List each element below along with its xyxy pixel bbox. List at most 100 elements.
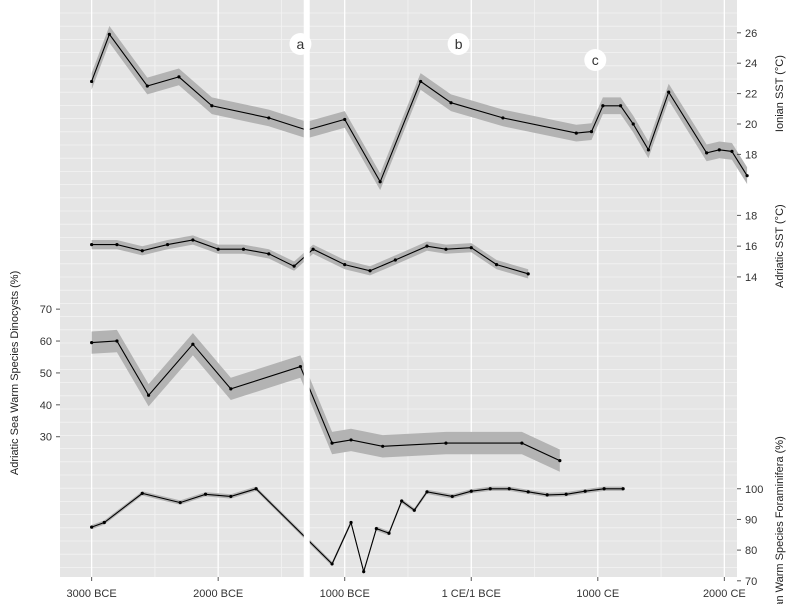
data-point (583, 489, 587, 493)
data-point (90, 341, 94, 345)
marker-circle (584, 49, 607, 71)
data-point (330, 562, 334, 566)
y-axis-title: Aegean Warm Species Foraminifera (%) (774, 436, 786, 604)
data-point (631, 122, 635, 126)
marker-label: b (455, 36, 463, 52)
data-point (191, 238, 195, 242)
series-4 (90, 486, 625, 574)
y-tick-label: 20 (745, 119, 757, 131)
y-tick-label: 18 (745, 149, 757, 161)
data-point (145, 84, 149, 88)
data-point (292, 264, 296, 268)
x-tick-label: 1 CE/1 BCE (442, 588, 501, 600)
highlight-vertical-line (303, 0, 310, 577)
y-axis-title: Ionian SST (°C) (774, 55, 786, 132)
data-point (368, 269, 372, 273)
y-tick-label: 26 (745, 28, 757, 40)
data-point (621, 487, 625, 491)
marker-circle (289, 33, 312, 55)
data-point (601, 104, 605, 108)
data-point (469, 246, 473, 250)
data-point (311, 247, 315, 251)
axes: 18 20 22 24 26 Ionian SST (°C) 14 16 18 Adriatic … (9, 28, 786, 604)
y-tick-label: 30 (40, 432, 52, 444)
series-band (91, 235, 529, 279)
data-point (229, 387, 233, 391)
y-tick-label: 70 (745, 576, 757, 588)
data-point (425, 490, 429, 494)
data-point (177, 75, 181, 79)
series-3 (90, 329, 562, 472)
data-point (444, 247, 448, 251)
x-tick-label: 2000 BCE (193, 588, 243, 600)
y-tick-label: 80 (745, 545, 757, 557)
y-axis-title: Adriatic SST (°C) (774, 204, 786, 288)
event-markers: a b c (289, 0, 607, 577)
x-tick-label: 3000 BCE (67, 588, 117, 600)
data-point (730, 149, 734, 153)
data-point (469, 489, 473, 493)
data-point (425, 244, 429, 248)
data-point (191, 342, 195, 346)
y-tick-label: 70 (40, 304, 52, 316)
series-band (91, 486, 624, 574)
y-tick-label: 24 (745, 58, 757, 70)
data-point (450, 494, 454, 499)
y-tick-label: 50 (40, 368, 52, 380)
data-point (717, 148, 721, 152)
data-point (393, 258, 397, 262)
data-point (558, 459, 562, 463)
y-tick-label: 90 (745, 514, 757, 526)
series-2 (90, 235, 530, 279)
data-point (419, 79, 423, 84)
data-point (330, 441, 334, 445)
data-point (564, 492, 568, 496)
data-point (115, 339, 119, 343)
y-tick-label: 40 (40, 400, 52, 412)
data-point (102, 520, 106, 525)
data-point (387, 531, 391, 535)
data-point (400, 499, 404, 503)
data-point (449, 101, 453, 105)
data-point (574, 131, 578, 135)
data-point (507, 487, 511, 491)
y-axis-title: Adriatic Sea Warm Species Dinocysts (%) (9, 271, 21, 475)
data-point (412, 508, 416, 512)
data-point (178, 500, 182, 505)
data-point (254, 487, 258, 491)
data-point (381, 444, 385, 448)
data-point (494, 263, 499, 267)
data-point (343, 263, 347, 267)
data-point (216, 247, 220, 251)
data-point (501, 116, 505, 120)
y-tick-label: 22 (745, 89, 757, 101)
data-point (618, 104, 623, 108)
data-point (343, 117, 347, 122)
data-point (140, 249, 144, 253)
data-point (267, 252, 271, 256)
y-tick-label: 16 (745, 241, 757, 253)
data-point (115, 243, 119, 247)
data-point (203, 492, 208, 496)
data-point (90, 79, 94, 84)
data-point (298, 364, 303, 369)
data-point (520, 441, 524, 445)
data-point (745, 174, 749, 178)
data-point (444, 441, 448, 445)
data-point (146, 393, 151, 397)
data-point (210, 104, 214, 108)
data-point (140, 491, 144, 495)
plot-panel (60, 0, 737, 577)
marker-circle (447, 33, 470, 55)
x-tick-label: 2000 CE (703, 588, 746, 600)
series-line (91, 239, 529, 275)
x-tick-label: 1000 CE (576, 588, 619, 600)
marker-label: a (297, 36, 305, 52)
data-point (589, 130, 594, 134)
data-point (349, 520, 353, 525)
data-point (646, 148, 651, 152)
x-tick-label: 1000 BCE (320, 588, 370, 600)
data-point (705, 151, 709, 155)
marker-label: c (592, 52, 599, 68)
